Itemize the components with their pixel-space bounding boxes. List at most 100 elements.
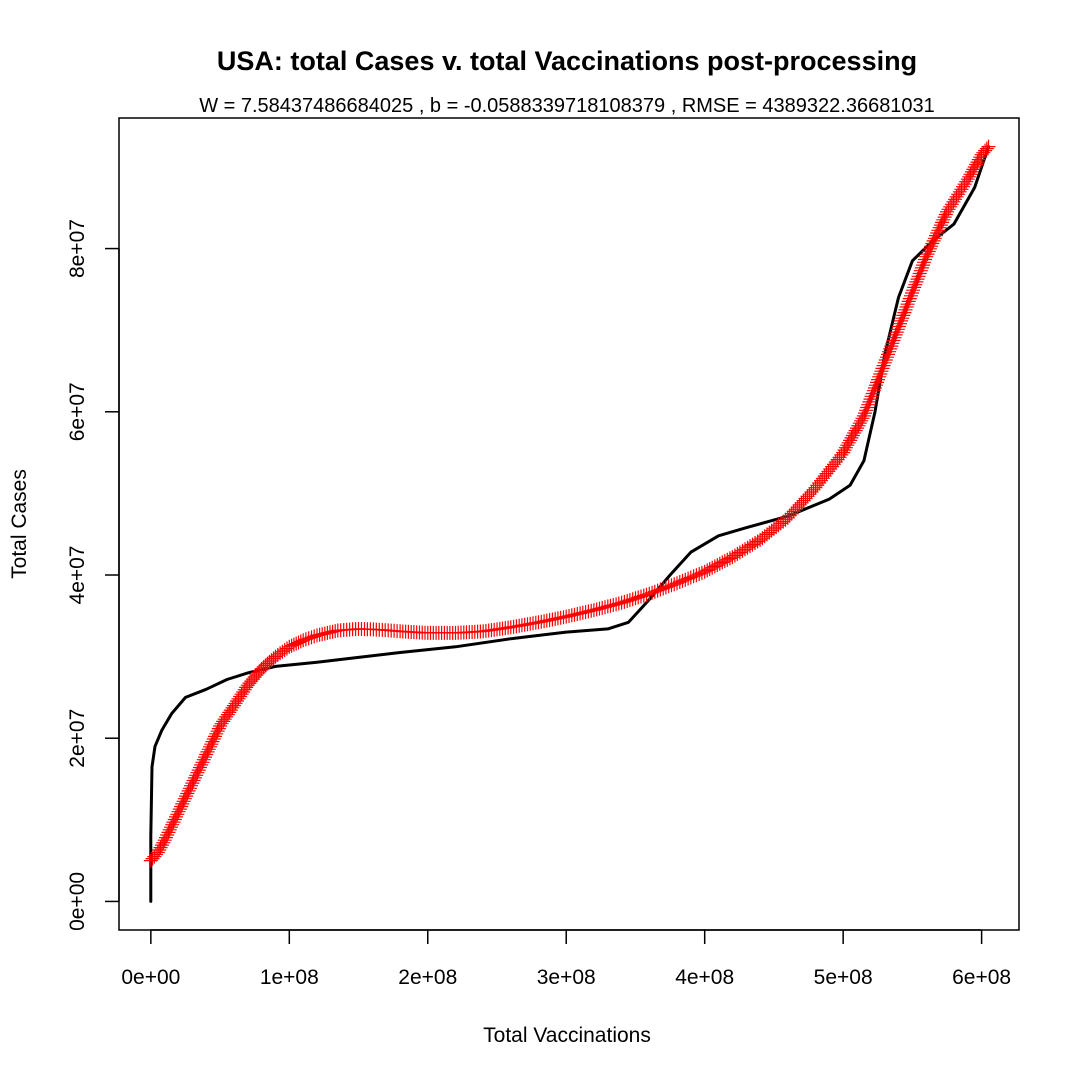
data-point <box>573 606 588 621</box>
data-point <box>913 263 928 278</box>
data-point <box>617 594 632 609</box>
data-point <box>890 322 905 337</box>
data-point <box>636 588 651 603</box>
y-axis: 0e+00 2e+07 4e+07 6e+07 8e+07 <box>66 219 120 931</box>
data-point <box>620 594 635 608</box>
data-point <box>978 143 993 158</box>
data-point <box>908 277 923 292</box>
data-point <box>870 375 884 390</box>
data-point <box>893 316 907 331</box>
data-point <box>694 565 709 580</box>
data-point <box>856 408 871 423</box>
data-point <box>891 319 906 334</box>
data-point <box>901 294 916 309</box>
data-point <box>932 220 947 235</box>
data-point <box>926 233 941 248</box>
data-point <box>562 609 576 623</box>
data-point <box>882 344 897 359</box>
chart-title: USA: total Cases v. total Vaccinations p… <box>217 46 917 76</box>
data-point <box>622 593 637 608</box>
data-point <box>681 571 696 586</box>
x-tick-label: 2e+08 <box>398 966 457 989</box>
data-point <box>886 333 901 348</box>
data-point <box>883 341 898 356</box>
data-point <box>871 372 886 387</box>
series-points-1 <box>143 139 996 868</box>
data-point <box>595 600 610 615</box>
data-point <box>670 576 684 591</box>
data-point <box>917 255 931 270</box>
data-point <box>936 212 951 227</box>
data-point <box>628 591 643 606</box>
data-point <box>888 327 903 342</box>
data-point <box>922 241 937 256</box>
data-point <box>686 569 701 584</box>
data-point <box>258 658 273 673</box>
x-tick-label: 5e+08 <box>814 966 873 989</box>
data-point <box>614 595 629 610</box>
data-point <box>879 350 894 365</box>
data-point <box>900 297 915 312</box>
data-point <box>556 610 571 625</box>
data-point <box>586 603 601 618</box>
data-point <box>872 369 887 384</box>
data-point <box>548 611 563 626</box>
x-tick-label: 4e+08 <box>675 966 734 989</box>
data-point <box>868 378 883 393</box>
data-point <box>692 567 707 581</box>
data-point <box>639 587 654 602</box>
data-point <box>873 367 888 381</box>
data-point <box>307 629 322 644</box>
data-point <box>863 392 878 407</box>
data-point <box>254 661 269 676</box>
data-point <box>642 586 657 601</box>
x-tick-label: 0e+00 <box>121 966 180 989</box>
data-point <box>924 239 939 254</box>
data-point <box>909 274 924 289</box>
data-point <box>899 300 914 314</box>
y-tick-label: 8e+07 <box>66 219 89 278</box>
x-axis-label: Total Vaccinations <box>483 1024 651 1047</box>
data-point <box>981 139 996 154</box>
data-point <box>606 598 621 612</box>
data-point <box>979 141 994 156</box>
data-point <box>895 311 910 326</box>
data-point <box>916 258 930 273</box>
series-layer <box>143 139 996 903</box>
data-point <box>898 302 913 317</box>
data-point <box>897 305 912 320</box>
data-point <box>878 353 893 367</box>
data-point <box>589 602 604 617</box>
data-point <box>914 260 929 275</box>
data-point <box>859 403 874 418</box>
x-axis: 0e+00 1e+08 2e+08 3e+08 4e+08 5e+08 6e+08 <box>121 929 1011 989</box>
y-tick-label: 0e+00 <box>66 872 89 931</box>
data-point <box>575 605 590 620</box>
y-tick-label: 4e+07 <box>66 546 89 605</box>
data-point <box>903 288 918 303</box>
data-point <box>598 600 612 615</box>
x-tick-label: 1e+08 <box>260 966 319 989</box>
data-point <box>672 575 687 589</box>
data-point <box>645 585 660 600</box>
data-point <box>906 283 921 298</box>
data-point <box>889 325 904 340</box>
data-point <box>858 406 872 421</box>
data-point <box>661 579 676 594</box>
data-point <box>537 614 552 629</box>
data-point <box>920 247 935 262</box>
x-tick-label: 6e+08 <box>952 966 1011 989</box>
data-point <box>902 291 917 306</box>
data-point <box>921 244 936 259</box>
data-point <box>877 355 892 370</box>
data-point <box>862 394 877 409</box>
data-point <box>865 386 880 401</box>
data-point <box>867 381 882 395</box>
data-point <box>675 573 690 588</box>
data-point <box>875 361 890 376</box>
data-point <box>894 313 909 328</box>
y-tick-label: 6e+07 <box>66 382 89 441</box>
data-point <box>609 597 624 612</box>
data-point <box>887 330 902 345</box>
